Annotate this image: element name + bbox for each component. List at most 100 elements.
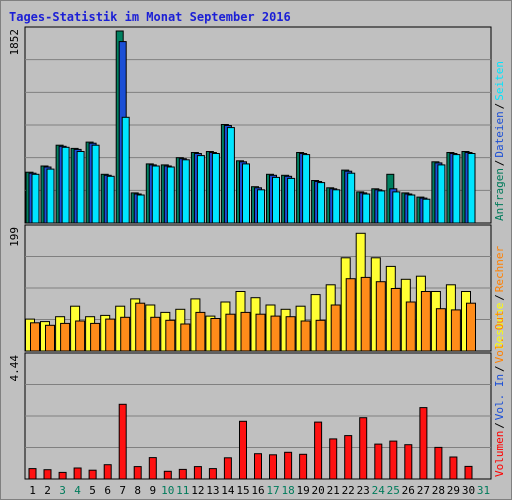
x-tick-label-11: 11 (176, 484, 189, 497)
bar-rechner-day-23 (360, 276, 371, 352)
x-tick-label-30: 30 (462, 484, 475, 497)
bar-volumen-day-27 (419, 407, 428, 480)
bar-seiten-day-26 (407, 194, 416, 224)
bar-volumen-day-2 (43, 469, 52, 480)
x-tick-label-9: 9 (149, 484, 156, 497)
chart-title: Tages-Statistik im Monat September 2016 (9, 10, 291, 24)
x-tick-label-4: 4 (74, 484, 81, 497)
bar-rechner-day-15 (240, 311, 251, 352)
bar-seiten-day-4 (76, 151, 85, 224)
bar-seiten-day-16 (257, 189, 265, 224)
bar-rechner-day-2 (45, 324, 55, 352)
bar-seiten-day-27 (422, 198, 431, 224)
bar-rechner-day-1 (30, 322, 40, 352)
panel-3-legend-volumen: Volumen (493, 431, 506, 477)
bar-seiten-day-29 (452, 154, 461, 224)
x-tick-label-1: 1 (29, 484, 36, 497)
bar-seiten-day-7 (121, 116, 130, 224)
x-tick-label-22: 22 (342, 484, 355, 497)
bar-rechner-day-7 (120, 316, 131, 352)
bar-seiten-day-12 (196, 155, 205, 224)
x-tick-label-5: 5 (89, 484, 96, 497)
bar-seiten-day-5 (91, 144, 100, 224)
panel-1-max-label: 1852 (8, 29, 21, 56)
bar-volumen-day-4 (73, 467, 82, 480)
bar-rechner-day-17 (270, 315, 281, 352)
bar-seiten-day-28 (437, 164, 446, 224)
bar-seiten-day-10 (166, 166, 175, 224)
panel-1-legend-separator: / (493, 160, 506, 167)
bar-rechner-day-19 (300, 320, 311, 352)
bar-volumen-day-28 (434, 446, 443, 480)
bar-rechner-day-6 (105, 318, 116, 352)
bar-seiten-day-3 (61, 146, 70, 224)
bar-seiten-day-30 (467, 153, 476, 224)
bar-volumen-day-26 (404, 444, 413, 480)
bar-rechner-day-13 (210, 318, 221, 352)
bar-volumen-day-9 (148, 457, 157, 480)
bar-seiten-day-9 (151, 165, 160, 224)
bar-volumen-day-12 (193, 466, 202, 480)
x-tick-label-18: 18 (281, 484, 294, 497)
x-tick-label-14: 14 (221, 484, 235, 497)
bar-rechner-day-20 (315, 319, 326, 352)
panel-3-legend-separator: / (493, 365, 506, 372)
x-tick-label-8: 8 (134, 484, 141, 497)
bar-rechner-day-29 (450, 309, 461, 352)
bar-volumen-day-11 (178, 468, 187, 480)
bar-rechner-day-12 (195, 311, 206, 352)
bar-volumen-day-20 (314, 421, 323, 480)
x-tick-label-25: 25 (387, 484, 400, 497)
panel-3-legend-vol-out: Vol. Out (493, 310, 506, 363)
x-tick-label-19: 19 (296, 484, 309, 497)
bar-volumen-day-29 (449, 456, 458, 480)
x-tick-label-12: 12 (191, 484, 204, 497)
bar-rechner-day-10 (165, 319, 176, 352)
bar-rechner-day-18 (285, 316, 296, 352)
bar-volumen-day-14 (223, 457, 232, 480)
x-tick-label-21: 21 (327, 484, 340, 497)
x-tick-label-20: 20 (311, 484, 324, 497)
panel-1-legend-anfragen: Anfragen (493, 168, 506, 221)
bar-seiten-day-6 (106, 175, 115, 224)
bar-seiten-day-2 (46, 168, 55, 224)
x-tick-label-24: 24 (372, 484, 386, 497)
bar-volumen-day-5 (88, 469, 97, 480)
panel-2-legend-rechner: Rechner (493, 245, 506, 292)
x-tick-label-15: 15 (236, 484, 249, 497)
panel-2-legend-separator: / (493, 294, 506, 301)
x-tick-label-7: 7 (119, 484, 126, 497)
x-tick-label-16: 16 (251, 484, 264, 497)
panel-1-legend-seiten: Seiten (493, 61, 506, 101)
bar-rechner-day-5 (90, 322, 101, 352)
bar-seiten-day-21 (332, 189, 341, 224)
panel-2-max-label: 199 (8, 227, 21, 247)
panel-3-legend-vol-in: Vol. In (493, 374, 506, 420)
bar-rechner-day-25 (390, 288, 401, 352)
bar-rechner-day-21 (330, 304, 341, 352)
panel-1-legend-dateien: Dateien (493, 111, 506, 157)
bar-rechner-day-28 (435, 308, 446, 352)
x-tick-label-29: 29 (447, 484, 460, 497)
bar-rechner-day-3 (60, 322, 71, 352)
x-tick-label-28: 28 (432, 484, 445, 497)
x-tick-label-2: 2 (44, 484, 51, 497)
bar-volumen-day-8 (133, 466, 142, 480)
bar-rechner-day-14 (225, 313, 236, 352)
bar-volumen-day-6 (103, 464, 112, 480)
bar-volumen-day-19 (299, 453, 308, 480)
bar-volumen-day-15 (239, 420, 247, 480)
bar-rechner-day-9 (150, 316, 161, 352)
bar-seiten-day-13 (211, 153, 220, 224)
bar-rechner-day-16 (255, 313, 266, 352)
bar-rechner-day-4 (75, 320, 86, 352)
bar-seiten-day-22 (347, 172, 356, 224)
bar-rechner-day-27 (420, 291, 431, 352)
bar-rechner-day-11 (180, 323, 191, 352)
panel-3-legend-separator: / (493, 422, 506, 429)
bar-volumen-day-30 (464, 465, 473, 480)
bar-volumen-day-3 (58, 471, 67, 480)
bar-seiten-day-25 (392, 191, 401, 224)
bar-volumen-day-17 (269, 454, 277, 480)
